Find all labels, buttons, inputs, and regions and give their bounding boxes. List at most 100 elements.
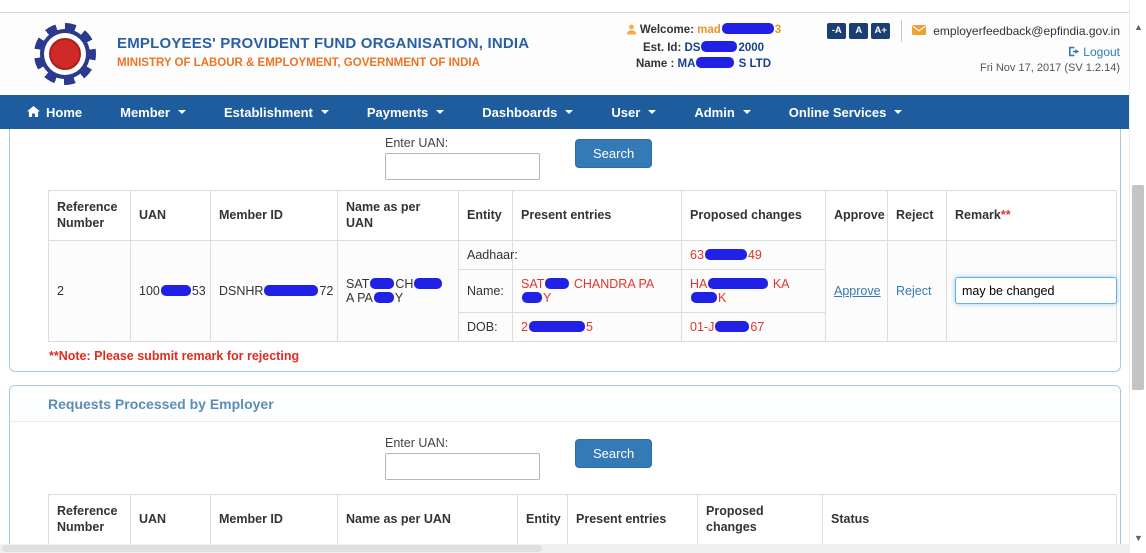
redaction-bar — [545, 277, 570, 289]
pending-requests-panel: Enter UAN: Search Reference Number — [9, 129, 1121, 372]
utility-row: -A A A+ employerfeedback@epfindia.gov.in — [827, 20, 1120, 42]
cell-reject: Reject — [887, 239, 947, 342]
col-header-entity: Entity — [517, 494, 568, 545]
masthead: EMPLOYEES' PROVIDENT FUND ORGANISATION, … — [0, 12, 1146, 95]
logo-white-ring — [44, 33, 86, 75]
scroll-down-arrow-icon[interactable]: ▼ — [1134, 533, 1143, 543]
vertical-scrollbar-thumb[interactable] — [1132, 185, 1144, 390]
cell-proposed-dob: 01-J 67 — [681, 311, 826, 342]
chevron-down-icon — [320, 110, 329, 114]
cell-entity-dob: DOB: — [458, 311, 513, 342]
top-strip — [0, 0, 1146, 12]
cell-name-as-per-uan: SAT CHA PA Y — [337, 239, 459, 342]
search-button[interactable]: Search — [575, 439, 653, 468]
font-size-normal-button[interactable]: A — [849, 23, 869, 39]
nav-item-payments[interactable]: Payments — [348, 95, 463, 129]
cell-member-id: DSNHR 72 — [210, 239, 338, 342]
user-icon — [626, 24, 637, 40]
horizontal-scrollbar[interactable] — [0, 544, 1129, 553]
col-header-name-as-per-uan: Name as per UAN — [337, 190, 459, 241]
redaction-bar — [522, 291, 542, 303]
uan-search-field: Enter UAN: — [385, 436, 540, 480]
pending-search-area: Enter UAN: Search — [385, 129, 1115, 180]
processed-search-area: Enter UAN: Search — [385, 422, 1115, 480]
nav-item-establishment[interactable]: Establishment — [205, 95, 348, 129]
col-header-approve: Approve — [825, 190, 888, 241]
establishment-name-value: MA S LTD — [677, 57, 771, 70]
est-id-value: DS 2000 — [684, 41, 765, 54]
col-header-status: Status — [822, 494, 1117, 545]
col-header-reject: Reject — [887, 190, 947, 241]
nav-label: Member — [120, 104, 170, 120]
datetime-text: Fri Nov 17, 2017 (SV 1.2.14) — [979, 62, 1120, 74]
nav-label: Establishment — [223, 104, 313, 120]
home-icon — [27, 105, 40, 120]
font-size-increase-button[interactable]: A+ — [871, 23, 891, 39]
col-header-proposed-changes: Proposed changes — [681, 190, 826, 241]
cell-reference-number: 2 — [48, 239, 131, 342]
remark-input[interactable] — [955, 277, 1117, 304]
col-header-remark: Remark** — [946, 190, 1117, 241]
nav-item-online-services[interactable]: Online Services — [770, 95, 922, 129]
envelope-icon — [912, 22, 927, 40]
nav-label: Home — [46, 104, 83, 120]
col-header-member-id: Member ID — [210, 494, 338, 545]
nav-label: Online Services — [788, 104, 887, 120]
redaction-bar — [373, 291, 394, 303]
pending-requests-table: Reference Number UAN Member ID Name as p… — [48, 190, 1117, 342]
nav-item-member[interactable]: Member — [101, 95, 205, 129]
main-navbar: Home Member Establishment Payments Dashb… — [0, 95, 1146, 129]
nav-item-dashboards[interactable]: Dashboards — [463, 95, 592, 129]
redaction-bar — [696, 57, 735, 68]
nav-item-admin[interactable]: Admin — [675, 95, 769, 129]
reject-remark-note: **Note: Please submit remark for rejecti… — [49, 348, 300, 363]
scroll-up-arrow-icon[interactable]: ▲ — [1134, 22, 1143, 32]
welcome-line: Welcome: mad 3 — [596, 22, 811, 40]
logo-red-core — [49, 38, 81, 70]
col-header-uan: UAN — [130, 190, 211, 241]
redaction-bar — [704, 248, 747, 260]
processed-panel-title: Requests Processed by Employer — [10, 386, 1120, 422]
logout-link[interactable]: Logout — [1083, 45, 1120, 59]
redaction-bar — [701, 41, 738, 52]
font-size-decrease-button[interactable]: -A — [827, 23, 847, 39]
redaction-bar — [708, 277, 769, 289]
uan-search-input[interactable] — [385, 153, 540, 180]
horizontal-scrollbar-thumb[interactable] — [2, 545, 542, 552]
cell-uan: 100 53 — [130, 239, 211, 342]
chevron-down-icon — [648, 110, 657, 114]
redaction-bar — [691, 291, 717, 303]
redaction-bar — [264, 284, 319, 296]
nav-item-user[interactable]: User — [592, 95, 675, 129]
search-button[interactable]: Search — [575, 139, 653, 168]
cell-entity-name: Name: — [458, 268, 513, 313]
nav-label: User — [611, 104, 641, 120]
col-header-name-as-per-uan: Name as per UAN — [337, 494, 518, 545]
feedback-email[interactable]: employerfeedback@epfindia.gov.in — [933, 24, 1120, 38]
redaction-bar — [160, 284, 191, 296]
remark-required-asterisks: ** — [1000, 208, 1011, 223]
nav-item-home[interactable]: Home — [8, 95, 101, 129]
content-area: Enter UAN: Search Reference Number — [0, 129, 1146, 553]
vertical-scrollbar[interactable]: ▲ ▼ — [1129, 0, 1146, 553]
chevron-down-icon — [436, 110, 445, 114]
reject-link[interactable]: Reject — [896, 283, 932, 298]
approve-link[interactable]: Approve — [834, 283, 881, 298]
welcome-block: Welcome: mad 3 Est. Id: DS 2000 Name : MA … — [596, 22, 811, 72]
uan-search-input[interactable] — [385, 453, 540, 480]
cell-proposed-aadhaar: 63 49 — [681, 239, 826, 270]
redaction-bar — [715, 320, 750, 332]
processed-requests-table: Reference Number UAN Member ID Name as p… — [48, 494, 1117, 545]
nav-label: Dashboards — [482, 104, 558, 120]
nav-label: Admin — [694, 104, 735, 120]
col-header-member-id: Member ID — [210, 190, 338, 241]
logout-icon — [1068, 45, 1083, 59]
chevron-down-icon — [177, 110, 186, 114]
table-row: 2 100 53 DSNHR 72 SAT CHA PA Y Aadhaar: 63 49… — [48, 239, 1117, 342]
enter-uan-label: Enter UAN: — [385, 436, 449, 450]
table-header-row: Reference Number UAN Member ID Name as p… — [48, 190, 1117, 241]
nav-label: Payments — [366, 104, 429, 120]
cell-present-name: SAT CHANDRA PAY — [512, 268, 682, 313]
col-header-reference-number: Reference Number — [48, 190, 131, 241]
cell-present-aadhaar — [512, 239, 682, 270]
